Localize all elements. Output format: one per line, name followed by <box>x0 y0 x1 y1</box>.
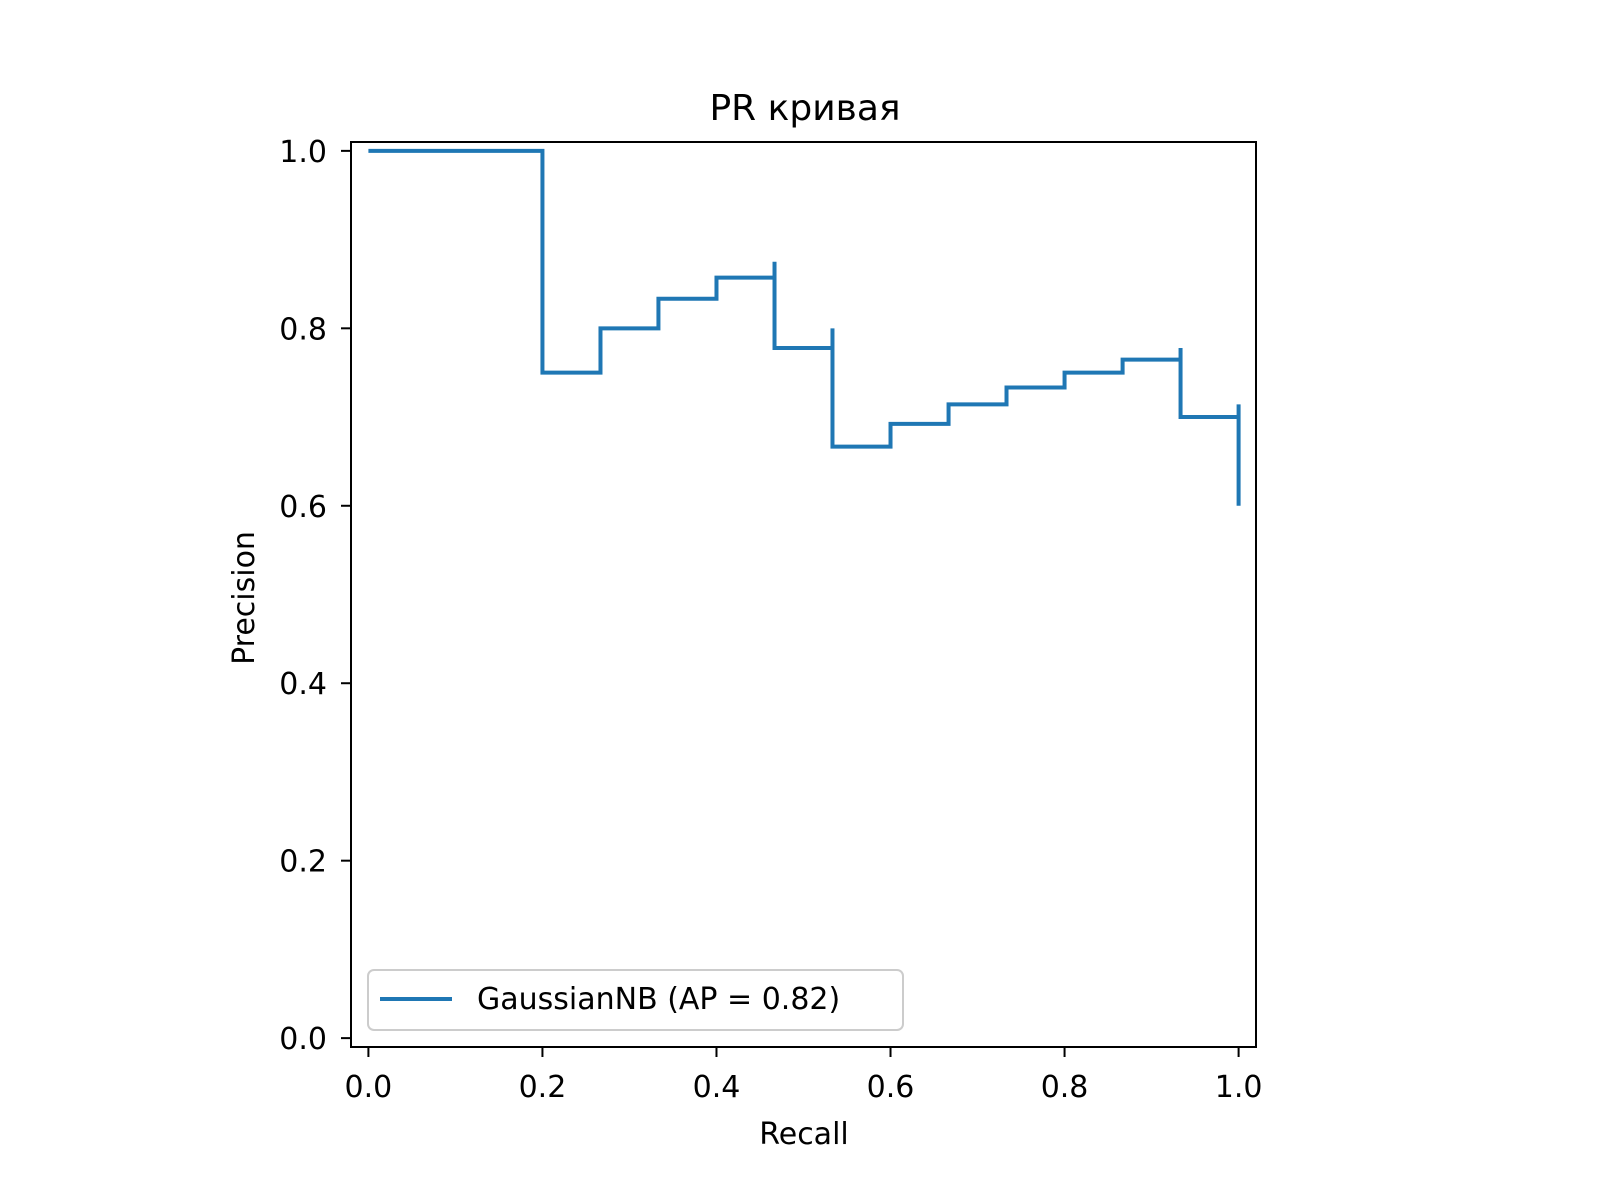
y-tick-label: 0.8 <box>279 312 327 347</box>
legend: GaussianNB (AP = 0.82) <box>367 969 904 1031</box>
y-axis-ticks: 0.0 0.2 0.4 0.6 0.8 1.0 <box>279 135 351 1057</box>
series-line-0 <box>368 148 1241 506</box>
y-tick-label: 1.0 <box>279 135 327 170</box>
y-axis-label: Precision <box>227 531 262 665</box>
x-tick-label: 0.6 <box>867 1070 915 1105</box>
series-layer <box>368 148 1241 506</box>
x-tick-label: 0.0 <box>345 1070 393 1105</box>
chart-title: PR кривая <box>709 88 900 129</box>
x-tick-label: 1.0 <box>1215 1070 1263 1105</box>
plot-frame <box>350 141 1257 1048</box>
x-tick-label: 0.2 <box>519 1070 567 1105</box>
x-tick-label: 0.8 <box>1041 1070 1089 1105</box>
y-tick-label: 0.4 <box>279 667 327 702</box>
x-axis-label: Recall <box>759 1117 849 1152</box>
legend-box <box>367 969 904 1031</box>
y-tick-label: 0.2 <box>279 845 327 880</box>
x-axis-ticks: 0.0 0.2 0.4 0.6 0.8 1.0 <box>345 1047 1263 1105</box>
legend-entry-gaussiannb: GaussianNB (AP = 0.82) <box>477 982 840 1017</box>
y-tick-label: 0.6 <box>279 490 327 525</box>
x-tick-label: 0.4 <box>693 1070 741 1105</box>
y-tick-label: 0.0 <box>279 1022 327 1057</box>
